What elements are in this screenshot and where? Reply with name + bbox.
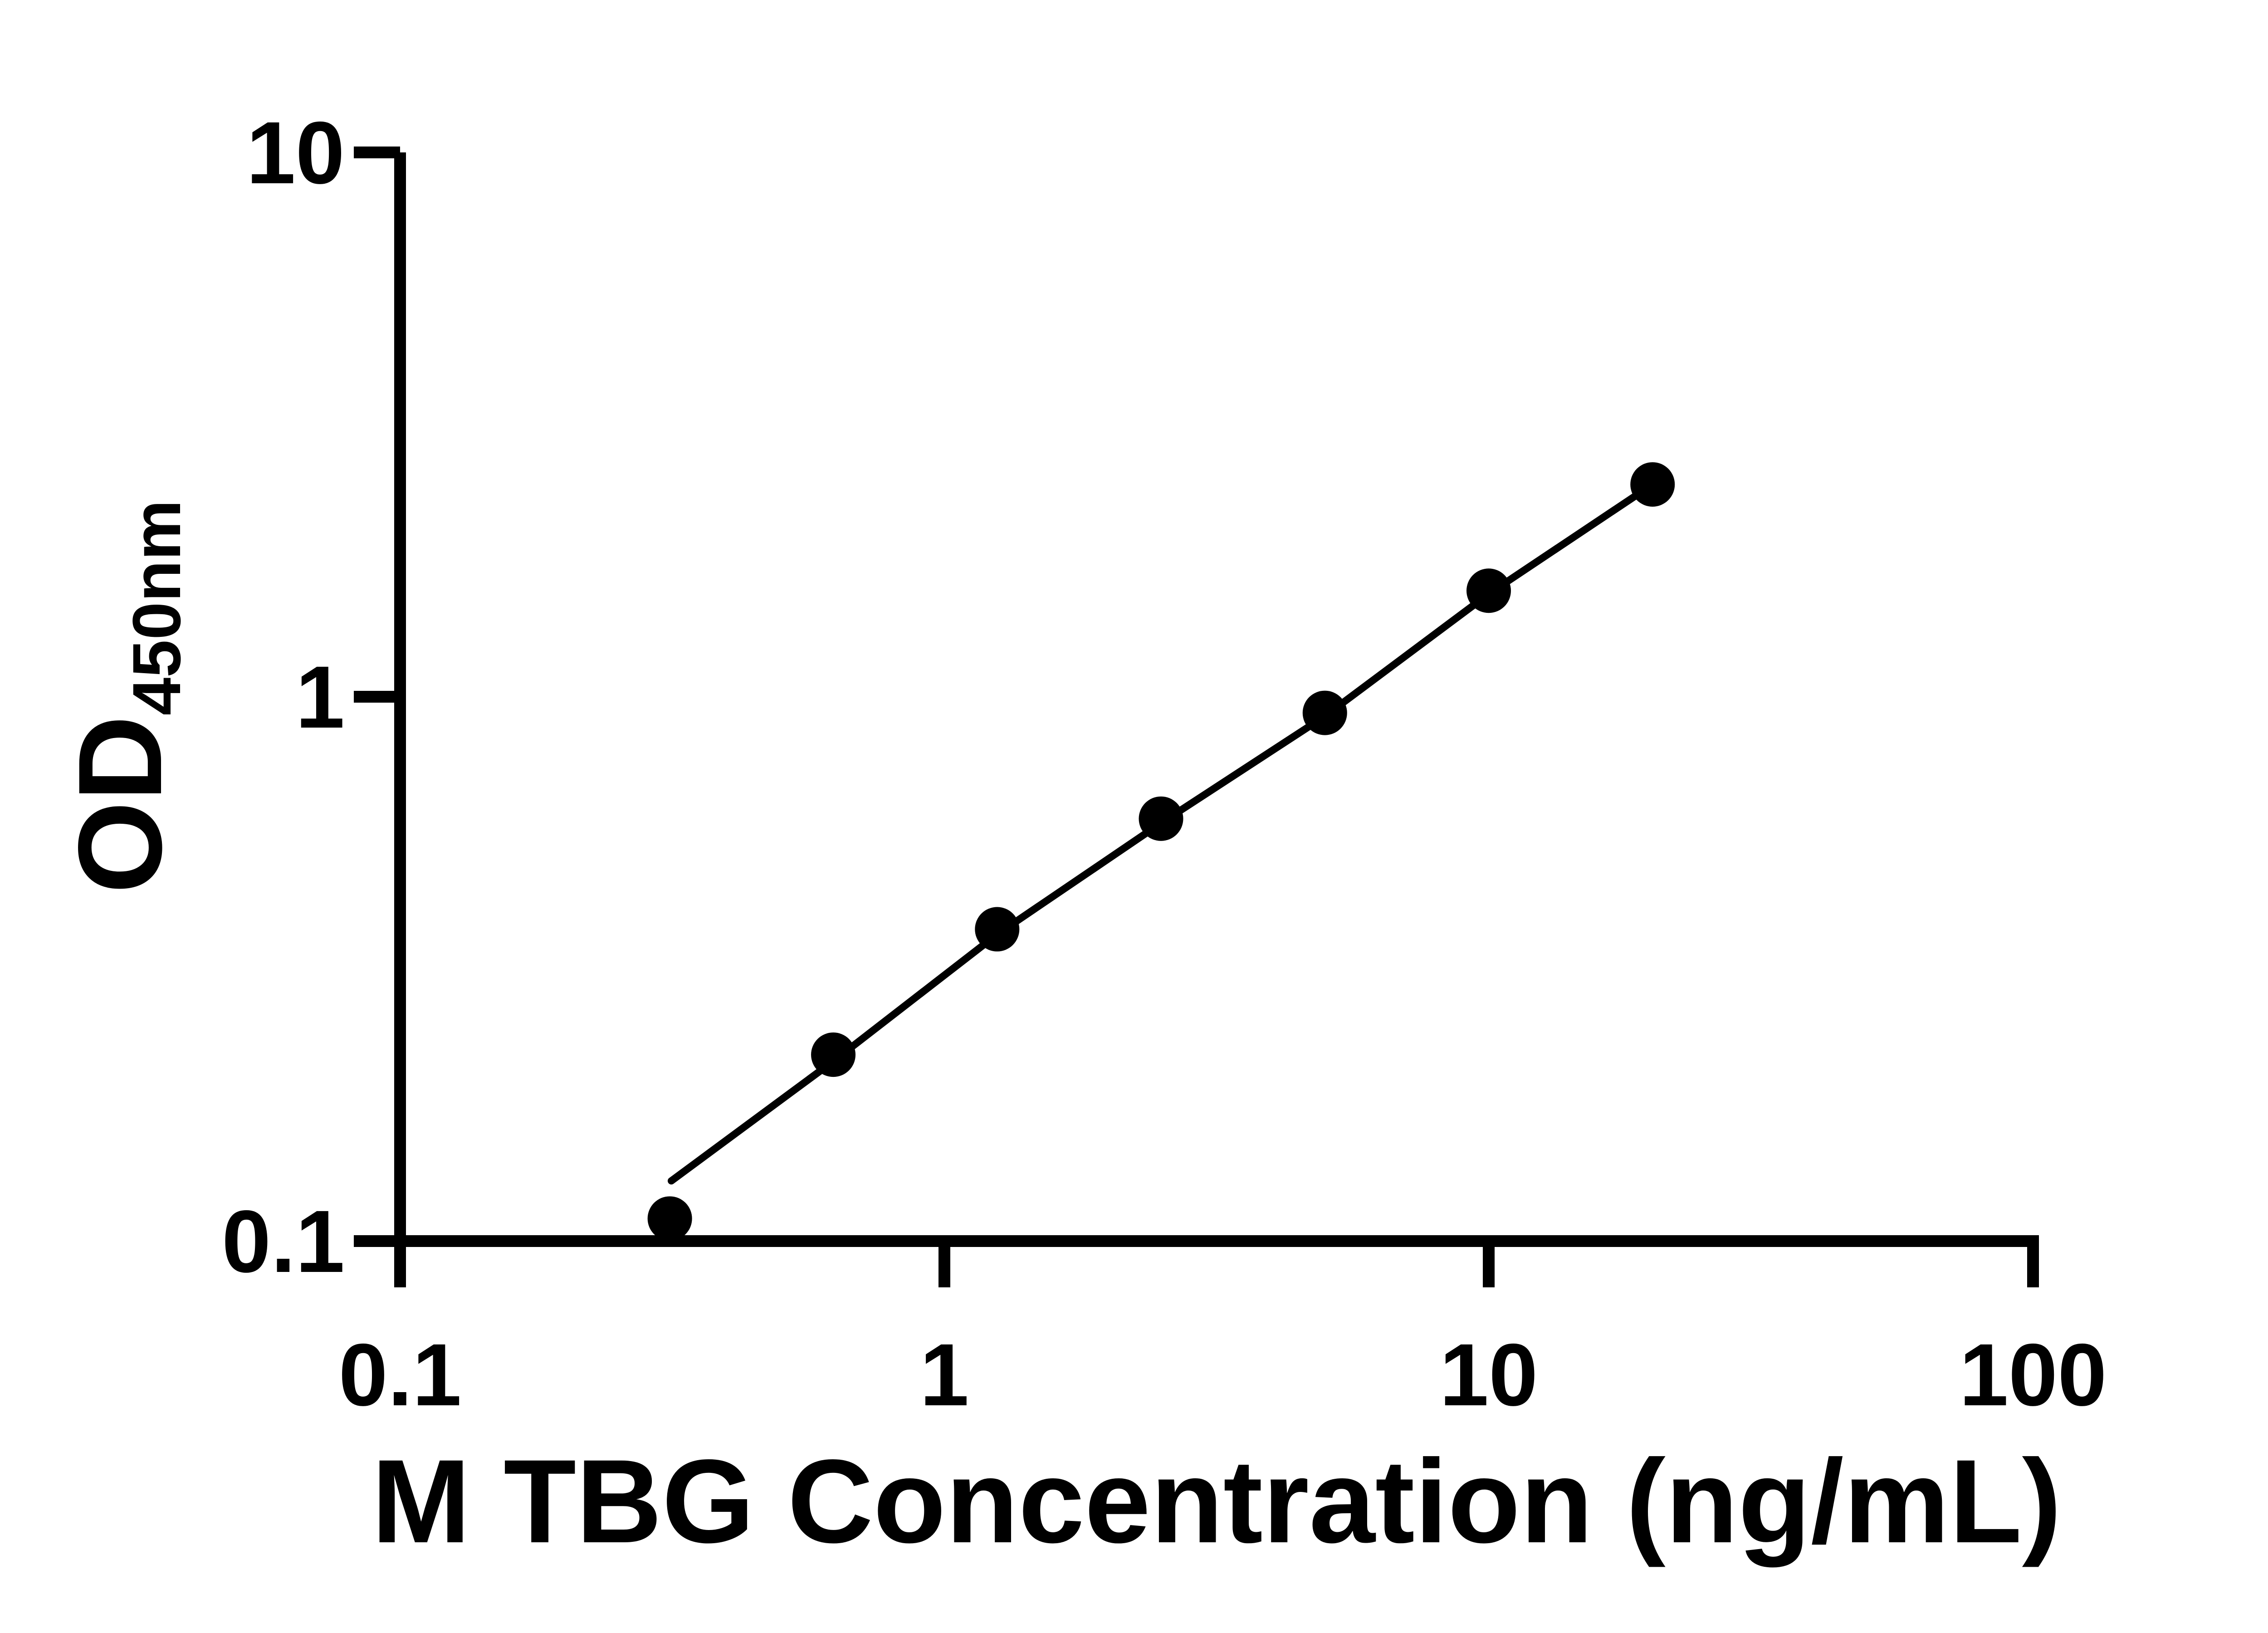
y-tick-label: 10 xyxy=(246,103,345,202)
x-tick-label: 0.1 xyxy=(338,1325,461,1424)
x-tick-label: 100 xyxy=(1959,1325,2107,1424)
data-point xyxy=(975,907,1020,952)
y-axis-title: OD450nm xyxy=(54,500,195,894)
data-point xyxy=(1630,462,1675,507)
x-axis-title: M TBG Concentration (ng/mL) xyxy=(371,1435,2062,1568)
data-point xyxy=(811,1032,856,1077)
y-tick-label: 1 xyxy=(296,648,345,747)
x-tick-label: 10 xyxy=(1440,1325,1538,1424)
data-point xyxy=(1302,690,1347,735)
data-point xyxy=(647,1196,692,1241)
y-axis: 0.1 1 10 xyxy=(222,103,406,1291)
x-tick-label: 1 xyxy=(920,1325,969,1424)
data-point xyxy=(1466,568,1511,613)
y-axis-title-main: OD xyxy=(54,715,186,894)
data-series xyxy=(647,462,1675,1241)
x-axis: 0.1 1 10 100 xyxy=(338,1235,2107,1424)
data-point xyxy=(1139,796,1183,841)
y-axis-title-subscript: 450nm xyxy=(118,500,195,715)
y-tick-label: 0.1 xyxy=(222,1192,345,1291)
